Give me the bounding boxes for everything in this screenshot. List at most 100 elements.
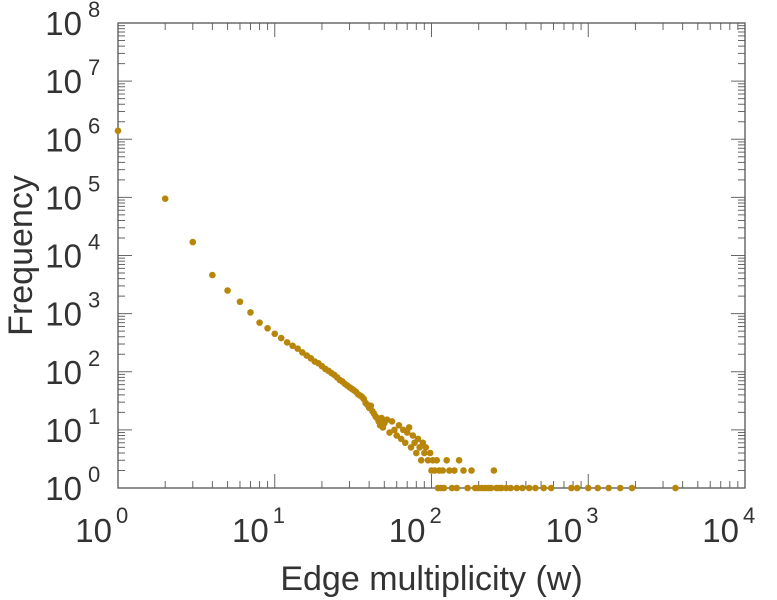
x-tick-exponent: 3 [586, 503, 598, 528]
data-point [440, 484, 448, 492]
data-point [448, 484, 456, 492]
x-tick-label: 10 0 [75, 503, 128, 549]
minor-ticks [118, 23, 745, 488]
x-axis-label: Edge multiplicity (w) [280, 560, 582, 598]
x-tick-base: 10 [546, 512, 583, 549]
x-tick-exponent: 0 [116, 503, 128, 528]
data-point [414, 435, 422, 443]
data-point [421, 449, 428, 457]
y-tick-exponent: 6 [88, 113, 100, 138]
data-point [584, 484, 592, 492]
data-point [224, 287, 231, 294]
x-tick-exponent: 4 [743, 503, 755, 528]
y-tick-label: 10 4 [45, 230, 100, 275]
x-tick-label: 10 4 [702, 503, 755, 549]
data-point [487, 484, 495, 492]
data-point [460, 467, 467, 474]
data-point [294, 345, 301, 352]
data-point [568, 484, 575, 492]
data-point [386, 429, 393, 436]
y-tick-base: 10 [45, 296, 82, 333]
x-tick-base: 10 [702, 512, 739, 549]
data-point [401, 439, 409, 447]
data-point [672, 484, 679, 492]
x-tick-base: 10 [389, 512, 426, 549]
data-point [628, 484, 636, 492]
y-tick-exponent: 1 [88, 404, 100, 429]
data-point [532, 484, 539, 492]
data-point [616, 484, 624, 492]
y-tick-exponent: 3 [88, 288, 100, 313]
data-point [407, 444, 415, 451]
data-point [256, 319, 263, 326]
x-tick-labels: 10 0 10 1 10 2 10 3 10 4 [75, 503, 755, 549]
y-tick-label: 10 1 [45, 404, 100, 449]
data-point [451, 467, 458, 474]
data-point [507, 484, 514, 492]
data-point [468, 467, 475, 474]
data-point [189, 238, 197, 246]
y-tick-label: 10 2 [45, 346, 100, 391]
data-point [388, 418, 396, 425]
y-tick-label: 10 7 [45, 55, 100, 100]
data-point [161, 195, 169, 202]
y-tick-exponent: 2 [88, 346, 100, 371]
data-point [289, 342, 296, 350]
y-tick-base: 10 [45, 354, 82, 391]
data-point [594, 484, 602, 492]
x-tick-label: 10 1 [232, 503, 285, 549]
x-tick-base: 10 [75, 512, 112, 549]
data-point [605, 484, 612, 492]
data-point [525, 484, 533, 492]
y-tick-label: 10 3 [45, 288, 100, 333]
x-tick-exponent: 2 [430, 503, 442, 528]
data-point [236, 298, 244, 306]
x-tick-label: 10 3 [546, 503, 599, 549]
data-point [264, 324, 271, 332]
y-tick-label: 10 6 [45, 113, 100, 158]
y-tick-exponent: 8 [88, 0, 100, 22]
y-tick-base: 10 [45, 179, 82, 216]
data-point [416, 444, 423, 451]
data-point [464, 484, 471, 492]
x-tick-base: 10 [232, 512, 269, 549]
data-point [443, 456, 450, 464]
data-point [405, 424, 413, 431]
data-point [513, 484, 521, 492]
y-tick-exponent: 4 [88, 230, 100, 255]
data-point [209, 271, 216, 279]
y-tick-exponent: 7 [88, 55, 100, 80]
data-point [395, 421, 403, 429]
data-point [409, 432, 417, 439]
data-point [403, 429, 411, 436]
plot-frame [117, 22, 746, 489]
y-axis-label: Frequency [2, 175, 40, 336]
data-point [271, 330, 279, 338]
x-tick-label: 10 2 [389, 503, 442, 549]
y-tick-base: 10 [45, 412, 82, 449]
data-point [114, 127, 122, 135]
y-tick-label: 10 8 [45, 0, 100, 42]
data-point [422, 444, 430, 451]
data-point [455, 456, 463, 464]
major-ticks [118, 23, 745, 488]
data-point [433, 456, 441, 464]
y-tick-exponent: 0 [88, 462, 100, 487]
y-tick-base: 10 [45, 238, 82, 275]
data-point [391, 426, 398, 434]
y-tick-base: 10 [45, 63, 82, 100]
y-tick-base: 10 [45, 121, 82, 158]
data-point [383, 416, 391, 423]
data-point [417, 456, 425, 464]
data-point [424, 456, 432, 464]
y-tick-label: 10 0 [45, 462, 100, 507]
data-point [378, 414, 385, 422]
data-point [367, 402, 375, 410]
data-point [498, 484, 505, 492]
data-point [573, 484, 581, 492]
y-tick-label: 10 5 [45, 171, 100, 216]
data-point [519, 484, 526, 492]
data-points [114, 127, 679, 492]
